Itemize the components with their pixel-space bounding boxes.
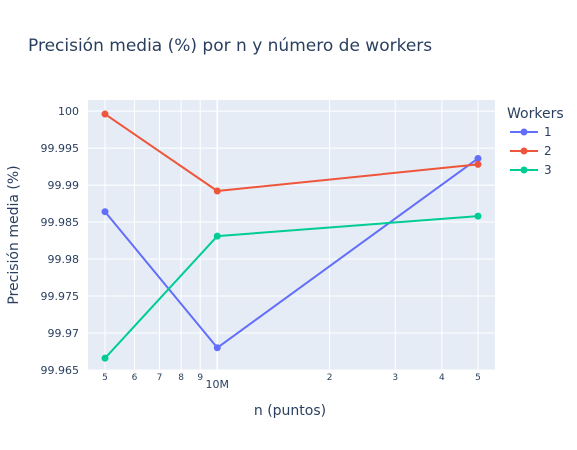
y-tick-label: 99.965 (41, 364, 80, 377)
x-axis-title: n (puntos) (254, 403, 326, 419)
data-point-3 (474, 212, 482, 220)
data-point-3 (101, 354, 109, 362)
x-tick-label: 9 (197, 373, 203, 383)
legend-entry-2: 2 (544, 144, 552, 158)
y-axis-ticks: 99.965 99.97 99.975 99.98 99.985 99.99 99.995 1… (41, 105, 80, 377)
x-tick-label: 8 (178, 373, 184, 383)
y-tick-label: 99.975 (41, 290, 80, 303)
series-layer (101, 110, 482, 362)
legend-entry-1: 1 (544, 125, 552, 139)
chart-title: Precisión media (%) por n y número de wo… (28, 36, 432, 56)
legend-swatch-marker-2 (520, 147, 528, 155)
x-tick-label: 3 (392, 373, 398, 383)
x-tick-label: 7 (157, 373, 163, 383)
y-tick-label: 99.98 (48, 253, 80, 266)
x-tick-label: 10M (206, 378, 230, 391)
x-axis-ticks: 5 6 7 8 9 10M 2 3 4 5 (102, 373, 481, 391)
x-tick-label: 5 (475, 373, 481, 383)
y-tick-label: 99.97 (48, 327, 80, 340)
data-point-3 (213, 232, 221, 240)
data-point-2 (213, 187, 221, 195)
legend-entry-3: 3 (544, 163, 552, 177)
x-tick-label: 6 (132, 373, 138, 383)
data-point-1 (213, 344, 221, 352)
data-point-1 (474, 154, 482, 162)
data-point-2 (474, 160, 482, 168)
y-tick-label: 99.99 (48, 179, 80, 192)
legend-swatch-marker-1 (520, 128, 528, 136)
legend: Workers 1 2 3 (507, 106, 564, 177)
y-axis-title: Precisión media (%) (6, 165, 22, 304)
plot-area (88, 100, 495, 370)
y-tick-label: 99.985 (41, 216, 80, 229)
x-tick-label: 2 (327, 373, 333, 383)
data-point-2 (101, 110, 109, 118)
x-tick-label: 5 (102, 373, 108, 383)
y-tick-label: 99.995 (41, 142, 80, 155)
y-tick-label: 100 (58, 105, 79, 118)
data-point-1 (101, 208, 109, 216)
legend-swatch-marker-3 (520, 166, 528, 174)
legend-title: Workers (507, 106, 564, 122)
x-tick-label: 4 (439, 373, 445, 383)
